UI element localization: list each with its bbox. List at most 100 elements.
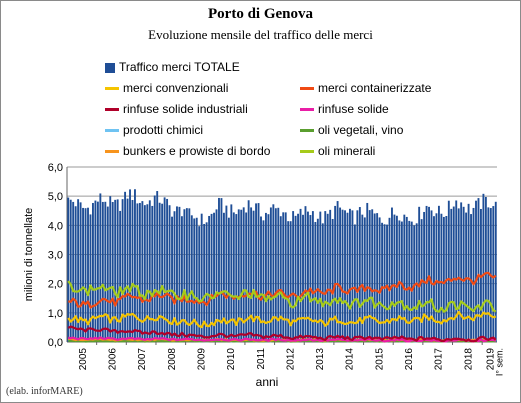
chart-title: Porto di Genova xyxy=(208,6,313,22)
bar xyxy=(225,205,228,342)
y-axis-label: milioni di tonnellate xyxy=(23,208,35,302)
bar xyxy=(284,212,287,342)
bar xyxy=(205,222,208,342)
legend-item: bunkers e prowiste di bordo xyxy=(105,143,270,159)
bar xyxy=(452,206,455,342)
bar xyxy=(368,210,371,342)
legend-swatch xyxy=(105,108,119,112)
bar xyxy=(240,209,243,342)
bar xyxy=(227,217,230,342)
bar xyxy=(386,224,388,342)
legend-label: merci convenzionali xyxy=(123,81,229,95)
bar xyxy=(435,213,438,342)
y-tick-label: 5,0 xyxy=(48,191,63,203)
bar xyxy=(324,211,327,342)
legend-label: oli minerali xyxy=(318,144,376,158)
x-tick-label: 2008 xyxy=(167,348,178,371)
bar xyxy=(363,217,366,342)
bar xyxy=(311,211,314,342)
bar xyxy=(126,198,129,342)
bar xyxy=(477,198,480,342)
bar xyxy=(388,217,391,342)
bar xyxy=(329,209,332,342)
bar xyxy=(176,206,178,342)
y-tick-label: 6,0 xyxy=(48,162,63,174)
legend-item: merci convenzionali xyxy=(105,80,228,96)
bar xyxy=(378,217,381,342)
credit-note: (elab. inforMARE) xyxy=(6,386,83,397)
x-tick-label: 2014 xyxy=(345,348,356,371)
legend-label: merci containerizzate xyxy=(318,81,432,95)
x-tick-label: 2006 xyxy=(108,348,119,371)
bar xyxy=(104,201,107,342)
x-tick-label: 2007 xyxy=(137,348,148,371)
bar xyxy=(198,226,201,342)
bar xyxy=(230,204,233,342)
bar xyxy=(69,199,72,342)
bar xyxy=(180,216,183,342)
y-tick-label: 4,0 xyxy=(48,220,63,232)
x-axis-label: anni xyxy=(256,375,279,389)
bar xyxy=(423,211,426,342)
bar xyxy=(89,214,92,342)
bar xyxy=(250,207,253,342)
bar xyxy=(158,202,161,342)
bar xyxy=(462,206,465,342)
bar xyxy=(460,202,463,342)
bar xyxy=(94,200,97,342)
bar xyxy=(101,201,104,342)
x-tick-label: 2005 xyxy=(78,348,89,371)
bar xyxy=(294,215,297,342)
x-tick-label: 2011 xyxy=(256,348,267,370)
bar xyxy=(277,207,280,342)
bar xyxy=(185,208,188,342)
x-tick-label-period: I° sem. xyxy=(495,348,505,376)
bar xyxy=(124,191,127,342)
bar xyxy=(114,199,117,342)
bar xyxy=(482,193,485,342)
bar xyxy=(304,206,307,342)
bar xyxy=(111,202,114,342)
bar xyxy=(408,220,411,342)
bar xyxy=(279,216,282,342)
bar xyxy=(376,213,379,342)
bar xyxy=(79,202,82,342)
bar xyxy=(242,207,245,342)
bar xyxy=(148,200,151,342)
y-tick-label: 1,0 xyxy=(48,308,63,320)
bar xyxy=(339,207,342,342)
bar xyxy=(383,224,386,342)
bar xyxy=(353,224,356,342)
bar xyxy=(442,216,445,342)
bar xyxy=(136,203,139,342)
bar xyxy=(255,203,257,342)
bar xyxy=(336,201,339,342)
bar xyxy=(203,223,206,342)
bar xyxy=(287,221,290,342)
chart-legend: Traffico merci TOTALE merci convenzionali… xyxy=(105,59,505,161)
y-tick-label: 0,0 xyxy=(48,337,63,349)
x-tick-label: 2018 xyxy=(463,348,474,371)
bar xyxy=(302,214,304,342)
bar xyxy=(156,191,159,342)
bar xyxy=(92,202,94,342)
bar xyxy=(472,207,475,342)
legend-swatch xyxy=(105,129,119,133)
x-tick-label: 2015 xyxy=(374,348,385,371)
bar xyxy=(178,206,181,342)
series-line xyxy=(67,310,497,329)
bar xyxy=(208,215,211,342)
legend-item: rinfuse solide industriali xyxy=(105,101,248,117)
bar xyxy=(87,207,89,342)
legend-item: prodotti chimici xyxy=(105,122,203,138)
legend-item: merci containerizzate xyxy=(300,80,431,96)
bar xyxy=(282,212,285,342)
bar xyxy=(210,213,213,342)
bar xyxy=(109,196,112,342)
bar xyxy=(265,212,267,342)
bar xyxy=(213,212,215,342)
bar xyxy=(400,221,403,342)
bar xyxy=(257,203,260,342)
legend-item: rinfuse solide xyxy=(300,101,389,117)
